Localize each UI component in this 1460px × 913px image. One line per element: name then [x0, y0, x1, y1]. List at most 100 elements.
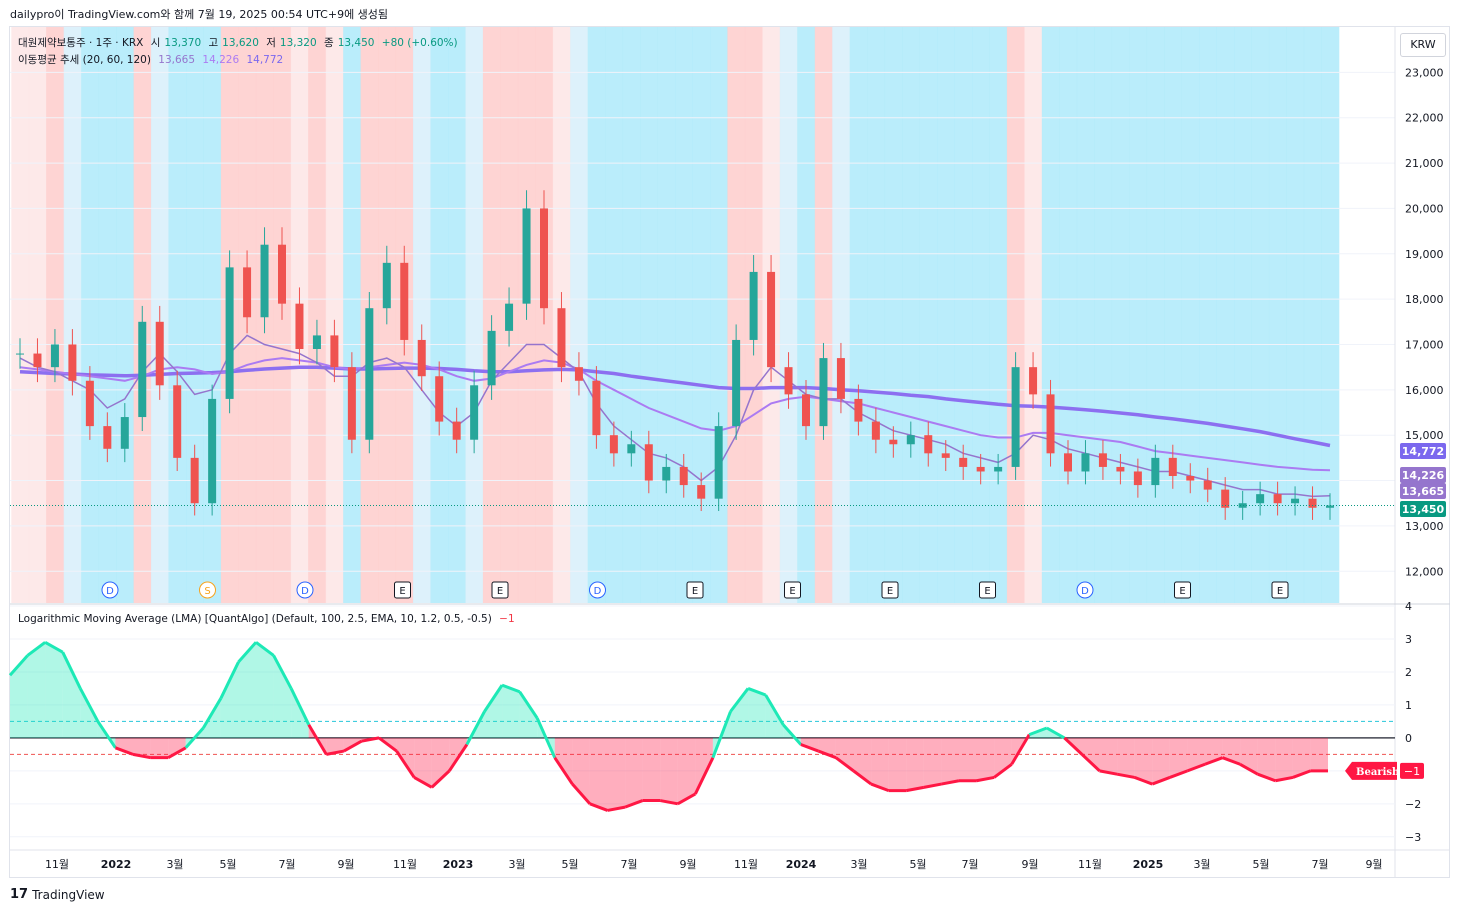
- osc-line-segment: [852, 769, 872, 786]
- osc-line-segment: [1080, 753, 1101, 772]
- indicator-title[interactable]: Logarithmic Moving Average (LMA) [QuantA…: [18, 613, 492, 625]
- osc-area-segment: [976, 737, 995, 781]
- trend-band: [902, 27, 921, 603]
- osc-area-segment: [748, 688, 766, 738]
- candle-body: [138, 321, 147, 418]
- osc-line-segment: [61, 651, 82, 690]
- tradingview-brand[interactable]: 𝟭𝟳 TradingView: [10, 887, 105, 902]
- osc-line-segment: [413, 776, 433, 789]
- osc-line-segment: [1116, 772, 1135, 779]
- trend-band: [1199, 27, 1217, 603]
- trend-band: [168, 27, 187, 603]
- osc-line-segment: [430, 769, 451, 789]
- osc-line-segment: [44, 640, 64, 654]
- osc-line-segment: [114, 746, 134, 756]
- trend-band: [413, 27, 431, 603]
- osc-area-segment: [484, 685, 503, 738]
- osc-line-segment: [1151, 776, 1171, 786]
- candle-body: [312, 335, 321, 350]
- price-label-ma60: [1400, 467, 1446, 483]
- osc-line-segment: [1204, 756, 1224, 766]
- osc-line-segment: [26, 641, 47, 657]
- currency-button[interactable]: KRW: [1400, 33, 1446, 57]
- candle-body: [1029, 367, 1038, 395]
- osc-area-segment: [133, 737, 151, 758]
- price-tick-label: 15,000: [1405, 429, 1444, 442]
- price-label-last: [1400, 501, 1446, 517]
- osc-line-segment: [1046, 726, 1066, 740]
- price-tick-label: 19,000: [1405, 248, 1444, 261]
- open-label: 시: [150, 37, 161, 49]
- candle-body: [906, 435, 915, 445]
- osc-area-segment: [625, 737, 643, 808]
- osc-line-segment: [923, 782, 942, 789]
- candle-body: [1203, 480, 1212, 490]
- osc-value-label: [1400, 762, 1424, 779]
- trend-band: [1111, 27, 1130, 603]
- ma20-line: [19, 334, 1331, 498]
- dividend-marker: [296, 581, 314, 599]
- time-tick-label: 5월: [1252, 858, 1269, 871]
- osc-area-segment: [800, 737, 819, 752]
- price-label-ma20: [1400, 483, 1446, 499]
- candle-body: [278, 244, 286, 304]
- time-tick-label: 9월: [1365, 858, 1382, 871]
- trend-band: [989, 27, 1008, 603]
- candle-body: [1098, 453, 1107, 467]
- osc-area-segment: [712, 711, 731, 758]
- event-marker-label: E: [399, 586, 405, 597]
- osc-area-segment: [835, 737, 854, 771]
- osc-line-segment: [501, 683, 521, 694]
- candle-body: [505, 303, 514, 331]
- candle-body: [522, 208, 531, 304]
- candle-body: [470, 385, 479, 440]
- osc-line-segment: [237, 641, 258, 664]
- indicator-value: −1: [499, 613, 515, 625]
- osc-line-segment: [8, 654, 29, 677]
- osc-area-segment: [519, 691, 538, 738]
- candle-body: [679, 466, 688, 486]
- trend-band: [81, 27, 100, 603]
- trend-band: [1024, 27, 1043, 603]
- candle-body: [871, 421, 880, 440]
- low-value: 13,320: [279, 37, 317, 49]
- osc-area-segment: [10, 655, 28, 738]
- time-axis: 11월 2022 3월 5월 7월 9월 11월 2023 3월 5월 7월 9월 11월 2024 3월 5…: [10, 849, 1450, 871]
- trend-band: [1164, 27, 1183, 603]
- candle-body: [16, 353, 24, 355]
- candle-body: [190, 457, 199, 504]
- event-marker-label: E: [497, 586, 503, 597]
- candle-body: [994, 466, 1003, 472]
- trend-band: [1146, 27, 1165, 603]
- osc-line-segment: [607, 805, 626, 812]
- time-tick-label: 9월: [679, 858, 696, 871]
- osc-area-segment: [871, 737, 889, 791]
- osc-line-segment: [800, 743, 819, 753]
- trend-band: [779, 27, 798, 603]
- time-tick-label: 3월: [1193, 858, 1210, 871]
- symbol-title[interactable]: 대원제약보통주 · 1주 · KRX: [18, 37, 144, 49]
- osc-area-segment: [256, 642, 274, 738]
- ma-title[interactable]: 이동평균 추세 (20, 60, 120): [18, 54, 151, 66]
- time-tick-label: 2022: [101, 858, 132, 871]
- candle-body: [1064, 453, 1072, 472]
- ma20-value: 13,665: [158, 54, 196, 66]
- time-tick-label: 7월: [278, 858, 295, 871]
- ma-legend: 이동평균 추세 (20, 60, 120) 13,665 14,226 14,7…: [18, 52, 287, 67]
- osc-area-segment: [730, 688, 749, 738]
- osc-line-segment: [465, 710, 486, 746]
- candle-body: [592, 380, 601, 436]
- osc-area-segment: [326, 737, 344, 755]
- osc-line-segment: [96, 720, 117, 749]
- event-marker-label: D: [106, 586, 114, 597]
- osc-area-segment: [607, 737, 626, 811]
- earnings-marker: [491, 581, 509, 599]
- high-value: 13,620: [222, 37, 259, 49]
- osc-line-segment: [307, 723, 328, 756]
- earnings-marker: [881, 581, 899, 599]
- osc-line-segment: [1028, 726, 1048, 736]
- candle-body: [417, 339, 426, 377]
- osc-area-segment: [1169, 737, 1188, 778]
- candle-body: [854, 398, 863, 422]
